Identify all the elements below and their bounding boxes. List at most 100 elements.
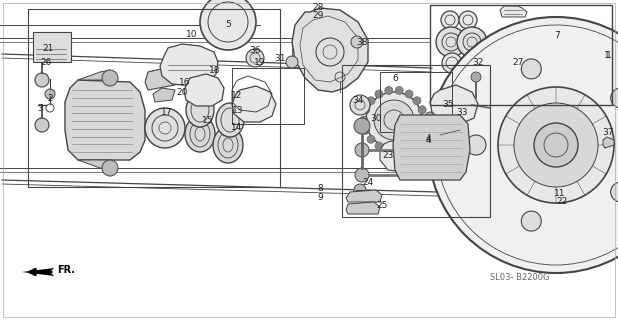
Bar bbox=[28, 9, 280, 187]
Circle shape bbox=[367, 97, 375, 105]
Bar bbox=[380, 72, 452, 132]
Bar bbox=[33, 32, 71, 62]
Text: FR.: FR. bbox=[57, 265, 75, 275]
Circle shape bbox=[354, 118, 370, 134]
Text: 13: 13 bbox=[232, 106, 243, 115]
Circle shape bbox=[35, 73, 49, 87]
Circle shape bbox=[418, 106, 426, 114]
Circle shape bbox=[534, 92, 542, 100]
Circle shape bbox=[428, 17, 618, 273]
Circle shape bbox=[35, 118, 49, 132]
Text: 10: 10 bbox=[186, 29, 198, 38]
Text: 29: 29 bbox=[312, 11, 324, 20]
Circle shape bbox=[360, 116, 368, 124]
Circle shape bbox=[246, 49, 264, 67]
Text: 12: 12 bbox=[231, 91, 243, 100]
Bar bbox=[430, 5, 612, 105]
Text: 3: 3 bbox=[37, 103, 43, 113]
Circle shape bbox=[418, 126, 426, 134]
Text: 37: 37 bbox=[603, 127, 614, 137]
Text: 15: 15 bbox=[202, 116, 214, 124]
Polygon shape bbox=[380, 138, 422, 172]
Circle shape bbox=[366, 92, 422, 148]
Text: 8: 8 bbox=[317, 183, 323, 193]
Circle shape bbox=[385, 146, 393, 154]
Circle shape bbox=[351, 36, 363, 48]
Bar bbox=[533, 40, 585, 102]
Circle shape bbox=[534, 153, 542, 161]
Polygon shape bbox=[393, 115, 470, 180]
Circle shape bbox=[395, 86, 403, 94]
Circle shape bbox=[102, 70, 118, 86]
Text: 6: 6 bbox=[392, 74, 398, 83]
Circle shape bbox=[413, 135, 421, 143]
Text: 31: 31 bbox=[274, 53, 286, 62]
Polygon shape bbox=[65, 80, 145, 160]
Circle shape bbox=[374, 100, 414, 140]
Circle shape bbox=[466, 135, 486, 155]
Circle shape bbox=[441, 11, 459, 29]
Ellipse shape bbox=[216, 103, 244, 137]
Circle shape bbox=[405, 142, 413, 150]
Text: 2: 2 bbox=[47, 93, 53, 102]
Circle shape bbox=[588, 108, 596, 116]
Circle shape bbox=[102, 160, 118, 176]
Bar bbox=[232, 68, 304, 124]
Polygon shape bbox=[603, 137, 614, 148]
Text: 4: 4 bbox=[425, 135, 431, 145]
Polygon shape bbox=[145, 68, 178, 90]
Polygon shape bbox=[153, 88, 175, 102]
Text: 19: 19 bbox=[254, 58, 266, 67]
Polygon shape bbox=[78, 160, 110, 170]
Text: 16: 16 bbox=[179, 77, 191, 86]
Text: 24: 24 bbox=[362, 178, 374, 187]
Circle shape bbox=[459, 11, 477, 29]
Text: 7: 7 bbox=[554, 30, 560, 39]
Circle shape bbox=[286, 56, 298, 68]
Ellipse shape bbox=[185, 116, 215, 152]
Circle shape bbox=[375, 142, 383, 150]
Bar bbox=[342, 65, 490, 217]
Polygon shape bbox=[232, 86, 276, 122]
Circle shape bbox=[354, 184, 366, 196]
Circle shape bbox=[200, 0, 256, 50]
Text: 35: 35 bbox=[442, 100, 454, 108]
Polygon shape bbox=[78, 70, 110, 80]
Circle shape bbox=[355, 168, 369, 182]
Circle shape bbox=[611, 88, 618, 108]
Circle shape bbox=[375, 90, 383, 98]
Circle shape bbox=[556, 123, 564, 131]
Polygon shape bbox=[160, 44, 218, 86]
Polygon shape bbox=[346, 190, 382, 202]
Polygon shape bbox=[430, 85, 478, 124]
Circle shape bbox=[145, 108, 185, 148]
Text: 5: 5 bbox=[225, 20, 231, 28]
Text: 23: 23 bbox=[383, 150, 394, 159]
Circle shape bbox=[362, 106, 370, 114]
Text: SL03- B2200G: SL03- B2200G bbox=[490, 274, 549, 283]
Circle shape bbox=[471, 72, 481, 82]
Text: 11: 11 bbox=[554, 189, 565, 198]
Circle shape bbox=[425, 112, 435, 122]
Text: 1: 1 bbox=[606, 51, 612, 60]
Circle shape bbox=[395, 146, 403, 154]
Circle shape bbox=[498, 97, 558, 157]
Text: 27: 27 bbox=[512, 58, 523, 67]
Circle shape bbox=[510, 109, 546, 145]
Circle shape bbox=[486, 85, 570, 169]
Circle shape bbox=[498, 142, 506, 150]
Circle shape bbox=[405, 90, 413, 98]
Text: 9: 9 bbox=[317, 194, 323, 203]
Polygon shape bbox=[292, 8, 368, 92]
Circle shape bbox=[534, 123, 578, 167]
Polygon shape bbox=[346, 202, 380, 214]
Circle shape bbox=[514, 103, 598, 187]
Circle shape bbox=[442, 53, 462, 73]
Text: 30: 30 bbox=[370, 114, 382, 123]
Text: 25: 25 bbox=[376, 201, 387, 210]
Circle shape bbox=[367, 135, 375, 143]
Circle shape bbox=[611, 182, 618, 202]
Text: 34: 34 bbox=[352, 95, 363, 105]
Circle shape bbox=[45, 89, 55, 99]
Text: 18: 18 bbox=[210, 66, 221, 75]
